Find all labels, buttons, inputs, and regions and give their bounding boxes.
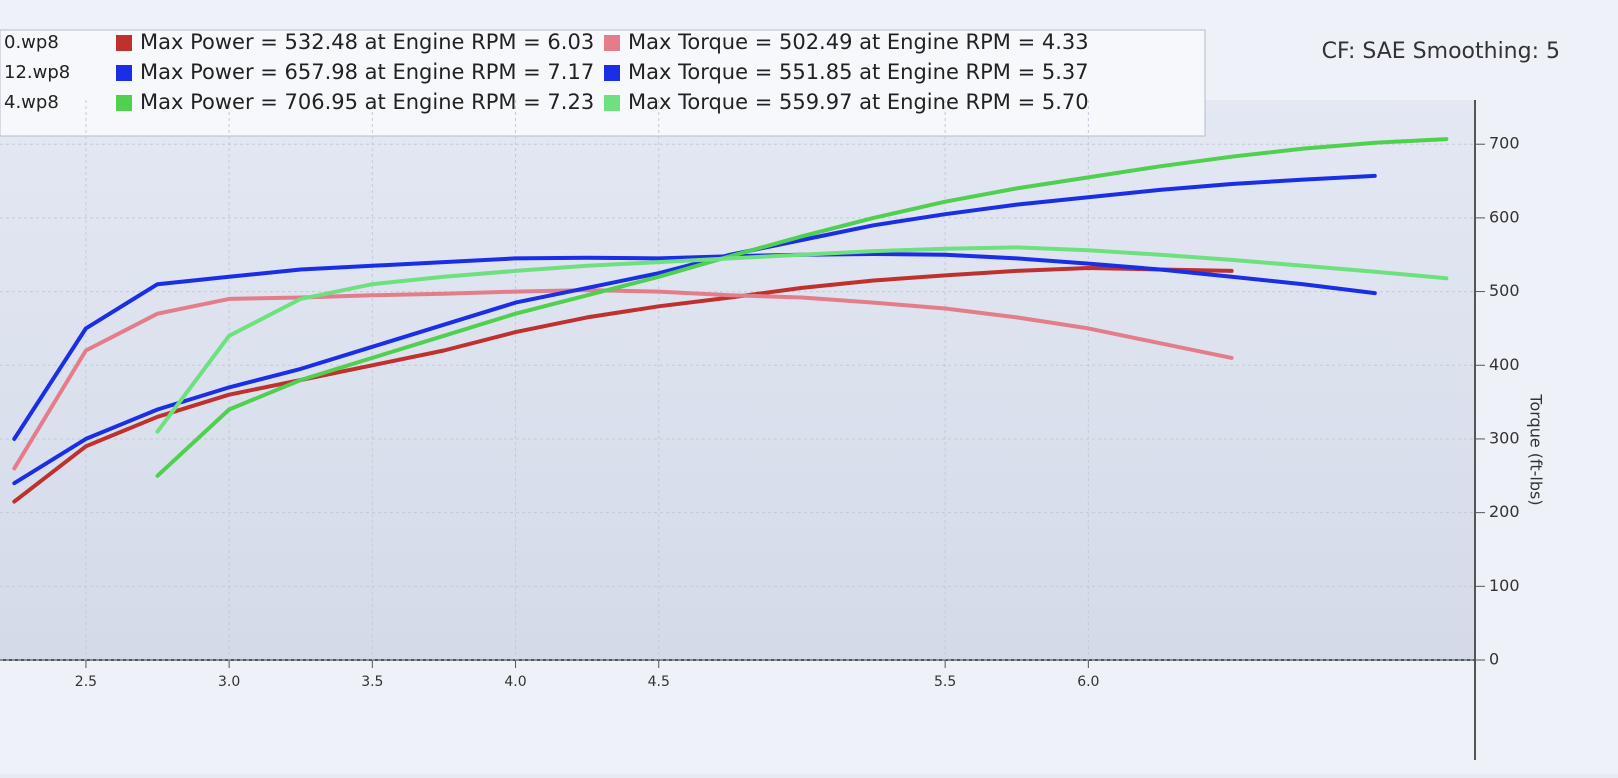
x-tick-label: 6.0 xyxy=(1077,674,1099,690)
legend-swatch xyxy=(604,65,620,81)
legend-label: Max Power = 532.48 at Engine RPM = 6.03 xyxy=(140,30,594,54)
y-tick-label: 400 xyxy=(1489,355,1520,374)
plot-area xyxy=(0,100,1475,660)
x-tick-label: 4.5 xyxy=(648,674,670,690)
legend-run: 0.wp8 xyxy=(4,32,59,53)
x-tick-label: 3.5 xyxy=(361,674,383,690)
legend-box xyxy=(0,29,1206,137)
y-tick-label: 700 xyxy=(1489,134,1520,153)
x-tick-label: 3.0 xyxy=(218,674,240,690)
legend-swatch xyxy=(116,35,132,51)
legend-swatch xyxy=(116,65,132,81)
series-line xyxy=(12,288,1234,471)
legend-label: Max Torque = 502.49 at Engine RPM = 4.33 xyxy=(628,30,1089,54)
series-line xyxy=(12,252,1377,441)
legend-run: 12.wp8 xyxy=(4,62,70,83)
y-tick-label: 200 xyxy=(1489,502,1520,521)
legend-label: Max Torque = 559.97 at Engine RPM = 5.70 xyxy=(628,90,1089,114)
legend-run: 4.wp8 xyxy=(4,92,59,113)
legend-swatch xyxy=(604,35,620,51)
y-tick-label: 100 xyxy=(1489,576,1520,595)
legend-swatch xyxy=(116,95,132,111)
y-tick-label: 500 xyxy=(1489,281,1520,300)
series-line xyxy=(155,137,1449,478)
x-tick-label: 4.0 xyxy=(504,674,526,690)
legend-label: Max Power = 706.95 at Engine RPM = 7.23 xyxy=(140,90,594,114)
x-tick-label: 5.5 xyxy=(934,674,956,690)
x-tick-label: 2.5 xyxy=(75,674,97,690)
y-tick-label: 0 xyxy=(1489,650,1499,669)
legend-swatch xyxy=(604,95,620,111)
series-line xyxy=(12,173,1377,486)
corner-note: CF: SAE Smoothing: 5 xyxy=(1322,39,1560,64)
legend-label: Max Power = 657.98 at Engine RPM = 7.17 xyxy=(140,60,594,84)
series-line xyxy=(155,245,1449,434)
series-line xyxy=(12,266,1234,504)
y-tick-label: 300 xyxy=(1489,428,1520,447)
y-axis-title: Torque (ft-lbs) xyxy=(1527,393,1546,505)
y-tick-label: 600 xyxy=(1489,207,1520,226)
legend-label: Max Torque = 551.85 at Engine RPM = 5.37 xyxy=(628,60,1089,84)
